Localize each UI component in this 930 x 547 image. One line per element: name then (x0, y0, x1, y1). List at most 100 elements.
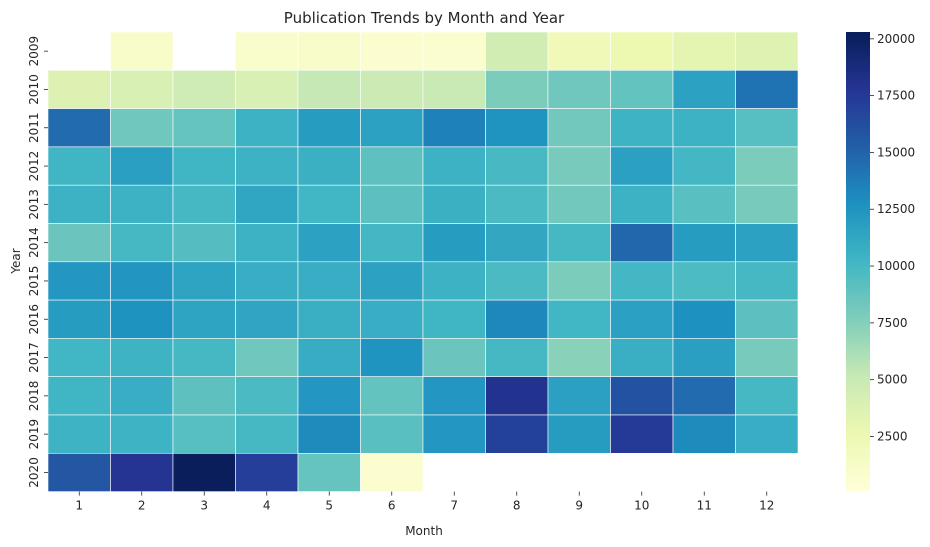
heatmap-cell (610, 184, 674, 224)
colorbar-tick-label: 12500 (877, 202, 915, 216)
y-tick-label: 2020 (27, 457, 41, 488)
heatmap-cell (235, 108, 299, 148)
heatmap-cell (672, 261, 736, 301)
heatmap-cell (172, 223, 236, 263)
heatmap-cell (172, 338, 236, 377)
heatmap-cell (110, 223, 174, 263)
heatmap-cell (297, 184, 361, 224)
heatmap-cell (235, 146, 299, 186)
heatmap-cell (110, 414, 174, 454)
heatmap-cell (735, 146, 799, 186)
heatmap-cell (235, 414, 299, 454)
heatmap-cell (547, 31, 611, 71)
heatmap-cell (297, 108, 361, 148)
colorbar-tick-label: 5000 (877, 373, 908, 387)
heatmap-cell (610, 261, 674, 301)
heatmap-cell (235, 376, 299, 416)
heatmap-cell (735, 108, 799, 148)
x-tick-label: 5 (325, 499, 333, 513)
heatmap-cell (422, 146, 486, 186)
heatmap-cell (672, 146, 736, 186)
heatmap-cell (235, 223, 299, 263)
heatmap-cell (172, 261, 236, 301)
heatmap-cell (610, 299, 674, 339)
y-tick-label: 2012 (27, 151, 41, 182)
heatmap-cell (422, 414, 486, 454)
heatmap-cell (47, 108, 111, 148)
heatmap-cell (422, 70, 486, 109)
heatmap-cell (235, 31, 299, 71)
x-tick-label: 2 (138, 499, 146, 513)
heatmap-cell (110, 452, 174, 492)
heatmap-cell (297, 31, 361, 71)
heatmap-cell (422, 184, 486, 224)
x-tick-label: 8 (513, 499, 521, 513)
heatmap-cell (422, 261, 486, 301)
heatmap-cell (110, 31, 174, 71)
heatmap-cell (297, 70, 361, 109)
heatmap-cell (485, 414, 549, 454)
heatmap-cell (547, 299, 611, 339)
heatmap-cell (297, 376, 361, 416)
heatmap-cell (360, 414, 424, 454)
heatmap-cell (47, 338, 111, 377)
heatmap-cell (485, 108, 549, 148)
heatmap-cell (297, 146, 361, 186)
x-tick-label: 9 (575, 499, 583, 513)
y-tick-label: 2009 (27, 36, 41, 67)
colorbar-ticks: 2500 5000 7500 10000 12500 15000 17500 20000 (870, 32, 915, 443)
heatmap-cell (360, 299, 424, 339)
heatmap-cell (297, 338, 361, 377)
heatmap-cell (735, 376, 799, 416)
heatmap-cell (672, 108, 736, 148)
heatmap-cell (172, 376, 236, 416)
heatmap-cell (610, 31, 674, 71)
heatmap-cell (47, 184, 111, 224)
heatmap-cell (547, 184, 611, 224)
heatmap-cell (547, 338, 611, 377)
heatmap-cell (735, 414, 799, 454)
heatmap-cell (672, 31, 736, 71)
heatmap-cell (735, 70, 799, 109)
heatmap-cell (297, 261, 361, 301)
heatmap-cell (735, 261, 799, 301)
heatmap-cell (110, 108, 174, 148)
heatmap-cell (485, 223, 549, 263)
heatmap-cell (422, 223, 486, 263)
heatmap-cell (235, 184, 299, 224)
heatmap-cell (485, 261, 549, 301)
heatmap-cell (735, 338, 799, 377)
heatmap-cell (172, 184, 236, 224)
heatmap-cell (110, 376, 174, 416)
heatmap-cell (235, 299, 299, 339)
x-tick-label: 11 (697, 499, 712, 513)
heatmap-cell (610, 376, 674, 416)
heatmap-cell (422, 299, 486, 339)
heatmap-cell (235, 70, 299, 109)
y-tick-label: 2015 (27, 266, 41, 297)
heatmap-cell (360, 31, 424, 71)
y-tick-label: 2019 (27, 419, 41, 450)
heatmap-cell (672, 376, 736, 416)
y-tick-label: 2011 (27, 112, 41, 143)
heatmap-cell (610, 146, 674, 186)
x-tick-label: 6 (388, 499, 396, 513)
heatmap-cell (672, 299, 736, 339)
heatmap-cell (172, 70, 236, 109)
x-tick-label: 1 (75, 499, 83, 513)
heatmap-cell (110, 146, 174, 186)
x-tick-label: 12 (759, 499, 774, 513)
heatmap-cell (485, 70, 549, 109)
y-axis-ticks: 2009 2010 2011 2012 2013 2014 2015 2016 2017 2018… (27, 36, 48, 488)
heatmap-cell (485, 146, 549, 186)
heatmap-cell (485, 184, 549, 224)
colorbar-tick-label: 7500 (877, 316, 908, 330)
heatmap-cell (672, 184, 736, 224)
heatmap-cell (110, 338, 174, 377)
heatmap-cell (672, 414, 736, 454)
heatmap-cell (235, 338, 299, 377)
heatmap-cell (297, 223, 361, 263)
heatmap-cell (360, 261, 424, 301)
heatmap-cell (110, 70, 174, 109)
heatmap-cell (172, 108, 236, 148)
